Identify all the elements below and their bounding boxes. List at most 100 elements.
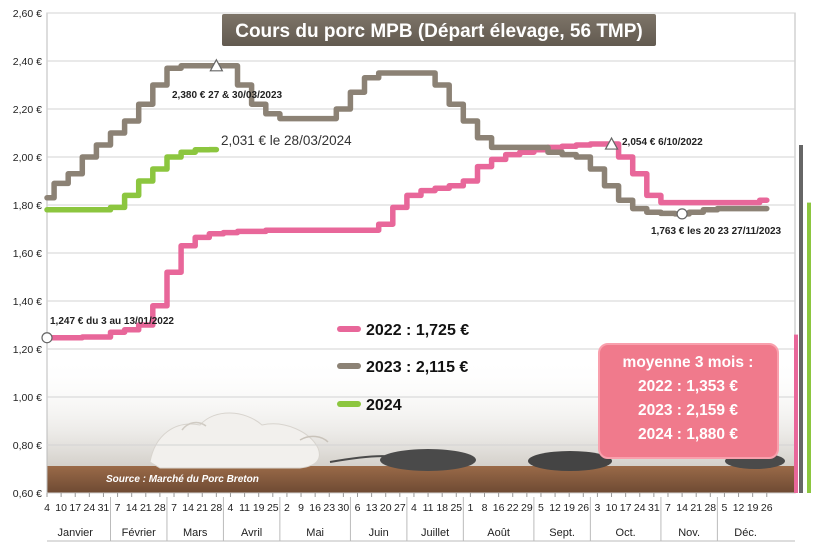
x-tick-label: 1 [467,502,473,514]
summary-line-2023: 2023 : 2,159 € [638,402,738,419]
x-tick-label: 11 [423,502,434,514]
x-tick-label: 8 [482,502,488,514]
marker-triangle-2023 [209,58,224,72]
x-tick-label: 23 [323,502,335,514]
y-axis: 0,60 € 0,80 € 1,00 € 1,20 € 1,40 € 1,60 € 1,80… [13,8,42,500]
chart-title: Cours du porc MPB (Départ élevage, 56 TM… [235,21,643,42]
x-tick-label: 30 [338,502,350,514]
chart-title-box: Cours du porc MPB (Départ élevage, 56 TM… [222,14,656,46]
summary-line-2022: 2022 : 1,353 € [638,378,738,395]
month-label: Février [122,527,157,539]
x-tick-label: 3 [594,502,600,514]
x-tick-label: 24 [634,502,646,514]
series-line-2022 [44,141,770,341]
month-label: Nov. [678,527,700,539]
month-label: Mai [306,527,324,539]
month-label: Oct. [616,527,636,539]
series-line-2023 [44,63,770,217]
month-label: Déc. [734,527,757,539]
legend-label-2024: 2024 [366,397,402,414]
x-tick-label: 26 [761,502,773,514]
x-tick-label: 28 [704,502,716,514]
x-tick-label: 28 [154,502,166,514]
summary-line-2024: 2024 : 1,880 € [638,426,738,443]
x-tick-label: 27 [394,502,406,514]
annotation-2023-high: 2,380 € 27 & 30/03/2023 [172,90,283,101]
y-tick-label: 0,60 € [13,488,42,500]
x-tick-label: 21 [140,502,152,514]
x-tick-label: 9 [298,502,304,514]
y-tick-label: 1,60 € [13,248,42,260]
x-tick-label: 7 [665,502,671,514]
x-tick-label: 24 [83,502,95,514]
source-note: Source : Marché du Porc Breton [106,474,259,485]
average-summary-box: moyenne 3 mois : 2022 : 1,353 € 2023 : 2… [598,343,779,459]
legend-label-2023: 2023 : 2,115 € [366,359,468,376]
x-tick-label: 19 [747,502,759,514]
x-tick-label: 25 [450,502,462,514]
x-tick-label: 7 [171,502,177,514]
x-tick-label: 11 [239,502,250,514]
x-tick-label: 7 [115,502,121,514]
x-tick-label: 13 [366,502,378,514]
side-bar-2024 [807,202,811,493]
y-tick-label: 2,20 € [13,104,42,116]
y-tick-label: 2,00 € [13,152,42,164]
x-tick-label: 10 [55,502,67,514]
x-tick-label: 6 [355,502,361,514]
month-label: Août [487,527,510,539]
x-tick-label: 21 [196,502,208,514]
y-tick-label: 1,00 € [13,392,42,404]
annotation-2022-low: 1,247 € du 3 au 13/01/2022 [50,316,174,327]
x-tick-label: 2 [284,502,290,514]
annotation-2023-low: 1,763 € les 20 23 27/11/2023 [651,226,782,237]
x-tick-label: 12 [733,502,745,514]
x-tick-label: 14 [182,502,194,514]
month-label: Juillet [421,527,449,539]
x-tick-label: 28 [211,502,223,514]
y-tick-label: 1,80 € [13,200,42,212]
x-tick-label: 17 [69,502,81,514]
x-tick-label: 5 [722,502,728,514]
x-tick-label: 4 [411,502,417,514]
x-tick-label: 31 [648,502,660,514]
y-tick-label: 2,60 € [13,8,42,20]
annotation-2022-high: 2,054 € 6/10/2022 [622,137,703,148]
month-label: Mars [183,527,208,539]
y-tick-label: 2,40 € [13,56,42,68]
x-tick-label: 4 [44,502,50,514]
x-tick-label: 29 [521,502,533,514]
marker-circle-2023 [676,208,688,220]
x-axis: 4 10 17 24 31 7 14 21 28 7 14 21 28 4 11 19 25 2 9 16 23 30 6 1… [44,493,795,542]
annotation-2024-last: 2,031 € le 28/03/2024 [221,133,352,148]
series-lines [44,63,770,341]
summary-title: moyenne 3 mois : [623,354,754,371]
month-label: Janvier [57,527,93,539]
x-tick-label: 16 [493,502,505,514]
x-tick-label: 14 [676,502,688,514]
x-tick-label: 22 [507,502,519,514]
side-bars [794,145,811,493]
month-label: Sept. [549,527,575,539]
x-tick-label: 17 [620,502,632,514]
x-tick-label: 21 [690,502,702,514]
x-tick-label: 25 [267,502,279,514]
y-tick-label: 0,80 € [13,440,42,452]
y-tick-label: 1,20 € [13,344,42,356]
series-line-2024 [44,146,220,213]
legend: 2022 : 1,725 € 2023 : 2,115 € 2024 [337,322,469,414]
x-tick-label: 19 [563,502,575,514]
x-tick-label: 16 [309,502,321,514]
x-tick-label: 10 [606,502,618,514]
side-bar-2023 [799,145,803,493]
x-tick-label: 5 [538,502,544,514]
month-label: Avril [241,527,262,539]
x-tick-label: 12 [549,502,561,514]
annotation-markers [41,58,688,344]
x-tick-label: 26 [577,502,589,514]
marker-triangle-2022 [604,136,619,150]
marker-circle-2022 [41,332,53,344]
x-tick-label: 20 [380,502,392,514]
y-tick-label: 1,40 € [13,296,42,308]
